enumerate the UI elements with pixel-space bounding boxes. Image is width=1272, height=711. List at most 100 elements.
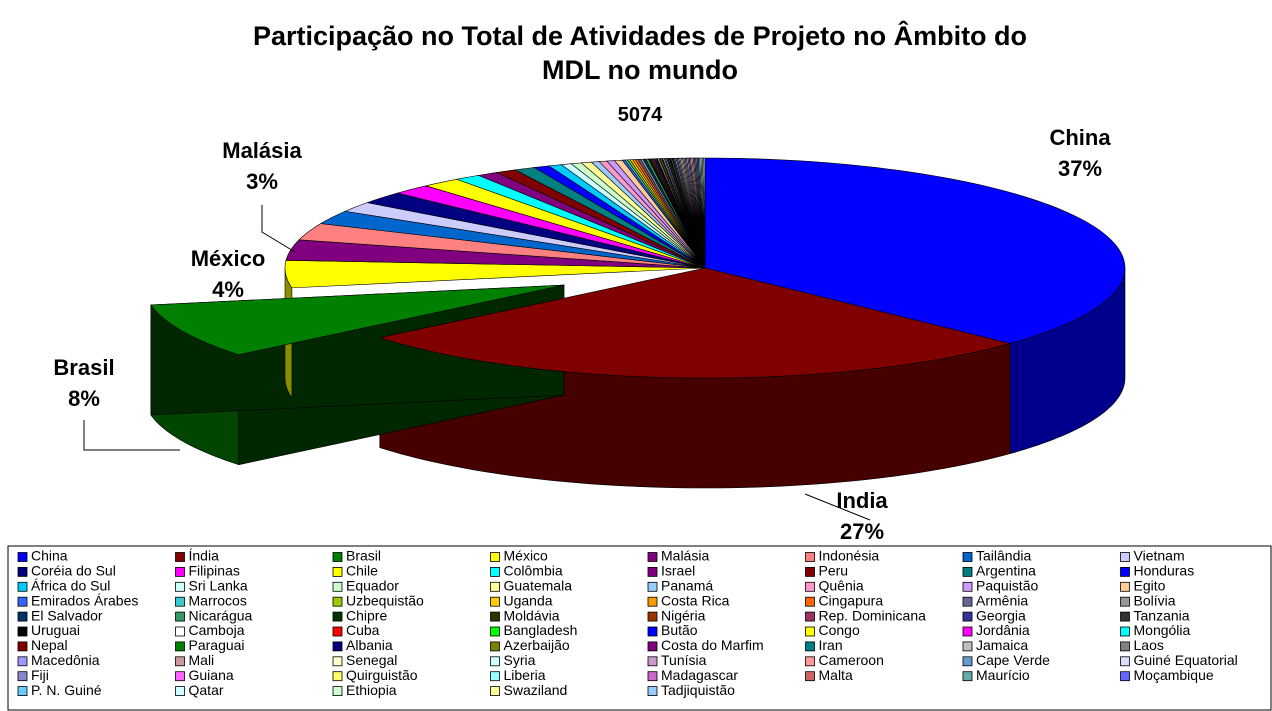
- legend-label: Bolívia: [1134, 592, 1176, 608]
- legend-swatch: [332, 596, 343, 607]
- legend-label: Rep. Dominicana: [819, 607, 927, 623]
- legend-swatch: [17, 581, 28, 592]
- legend-label: Congo: [819, 622, 860, 638]
- legend-swatch: [805, 596, 815, 607]
- legend-label: Malta: [819, 667, 853, 683]
- legend-label: Azerbaijão: [504, 637, 570, 653]
- legend-label: Quirguistão: [346, 667, 418, 683]
- legend-label: Emirados Árabes: [31, 592, 138, 608]
- legend-label: México: [504, 548, 549, 564]
- legend-swatch: [490, 581, 500, 592]
- legend-swatch: [490, 552, 500, 562]
- legend-swatch: [647, 581, 658, 592]
- legend-swatch: [805, 567, 815, 577]
- legend-swatch: [490, 611, 500, 622]
- legend-label: Moldávia: [504, 607, 560, 623]
- legend-label: China: [31, 548, 68, 564]
- legend-label: Jamaica: [976, 637, 1028, 653]
- legend-swatch: [175, 626, 185, 637]
- data-label-value: 37%: [1058, 156, 1102, 181]
- legend-swatch: [962, 567, 973, 577]
- legend-swatch: [17, 686, 28, 696]
- chart-title: Participação no Total de Atividades de P…: [253, 20, 1027, 85]
- legend-swatch: [647, 671, 658, 682]
- legend-label: Senegal: [346, 652, 397, 668]
- legend-label: Vietnam: [1134, 548, 1185, 564]
- legend-label: Equador: [346, 578, 399, 594]
- legend-swatch: [1120, 611, 1130, 622]
- legend-label: P. N. Guiné: [31, 682, 102, 698]
- legend-swatch: [17, 611, 28, 622]
- legend-label: Uzbequistão: [346, 592, 424, 608]
- legend-label: Cuba: [346, 622, 380, 638]
- legend-swatch: [962, 611, 973, 622]
- legend-label: Madagascar: [661, 667, 738, 683]
- legend-swatch: [805, 581, 815, 592]
- chart-subtitle: 5074: [618, 104, 663, 126]
- data-label-value: 3%: [246, 169, 278, 194]
- legend-label: Indonésia: [819, 548, 880, 564]
- slice: [378, 267, 1012, 379]
- legend-swatch: [332, 581, 343, 592]
- legend-label: Marrocos: [189, 592, 247, 608]
- legend-label: Sri Lanka: [189, 578, 248, 594]
- legend-label: Butão: [661, 622, 698, 638]
- legend-swatch: [962, 581, 973, 592]
- legend-swatch: [1120, 626, 1130, 637]
- legend-label: Uruguai: [31, 622, 80, 638]
- legend-swatch: [1120, 552, 1130, 562]
- legend-label: Honduras: [1134, 563, 1195, 579]
- legend-label: Peru: [819, 563, 849, 579]
- leader-line: [261, 205, 296, 253]
- legend-label: Ethiopia: [346, 682, 397, 698]
- legend-label: Índia: [189, 548, 220, 564]
- legend-swatch: [1120, 641, 1130, 652]
- legend-label: Uganda: [504, 592, 553, 608]
- legend-label: Brasil: [346, 548, 381, 564]
- legend-label: Macedônia: [31, 652, 100, 668]
- legend-swatch: [332, 611, 343, 622]
- legend-swatch: [490, 641, 500, 652]
- legend-swatch: [962, 552, 973, 562]
- legend-swatch: [647, 552, 658, 562]
- legend-swatch: [490, 596, 500, 607]
- legend-swatch: [17, 567, 28, 577]
- legend-swatch: [962, 656, 973, 667]
- data-label-value: 27%: [840, 519, 884, 544]
- legend-swatch: [175, 641, 185, 652]
- legend-label: Moçambique: [1134, 667, 1214, 683]
- leader-line: [804, 493, 871, 521]
- legend-swatch: [490, 567, 500, 577]
- legend-swatch: [332, 567, 343, 577]
- legend-label: El Salvador: [31, 607, 103, 623]
- legend-label: Georgia: [976, 607, 1026, 623]
- data-label-name: Malásia: [222, 138, 302, 163]
- legend-swatch: [332, 552, 343, 562]
- legend-swatch: [962, 626, 973, 637]
- legend-label: Iran: [819, 637, 843, 653]
- legend-swatch: [175, 656, 185, 667]
- legend-label: Camboja: [189, 622, 245, 638]
- legend-swatch: [490, 626, 500, 637]
- slice: [284, 260, 706, 289]
- data-label-name: India: [836, 488, 888, 513]
- legend-label: Maurício: [976, 667, 1030, 683]
- legend-swatch: [647, 567, 658, 577]
- legend-label: Syria: [504, 652, 536, 668]
- legend-label: Costa do Marfim: [661, 637, 764, 653]
- legend-swatch: [805, 552, 815, 562]
- legend-swatch: [647, 596, 658, 607]
- legend-swatch: [1120, 567, 1130, 577]
- legend-label: Bangladesh: [504, 622, 578, 638]
- legend-label: Cape Verde: [976, 652, 1050, 668]
- legend-label: Tunísia: [661, 652, 707, 668]
- legend-swatch: [175, 596, 185, 607]
- legend-label: Jordânia: [976, 622, 1030, 638]
- legend-label: Filipinas: [189, 563, 240, 579]
- legend-swatch: [1120, 596, 1130, 607]
- legend-label: Egito: [1134, 578, 1166, 594]
- legend-swatch: [805, 641, 815, 652]
- legend-swatch: [1120, 581, 1130, 592]
- legend-swatch: [647, 686, 658, 696]
